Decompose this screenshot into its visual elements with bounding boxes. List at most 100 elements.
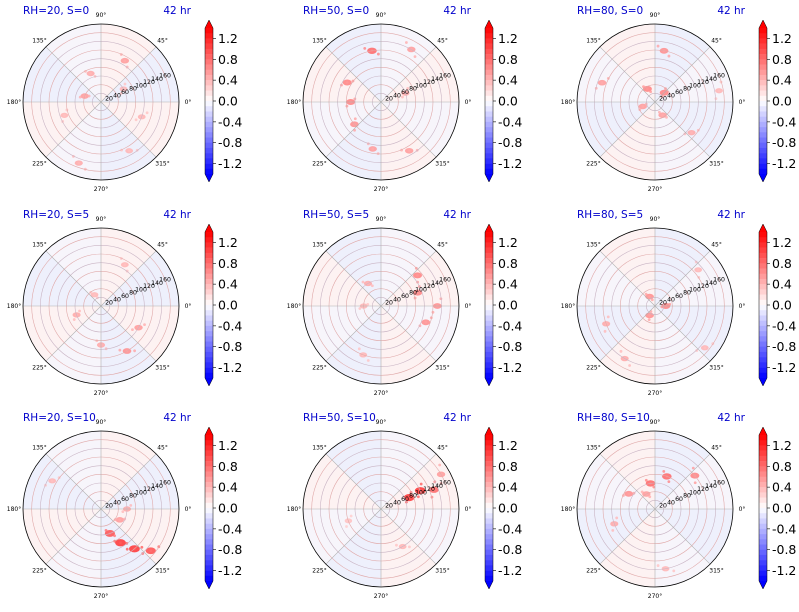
data-speckle xyxy=(649,90,653,94)
colorbar-level xyxy=(759,142,767,149)
colorbar-level xyxy=(485,471,493,478)
colorbar-level xyxy=(205,289,213,295)
data-speckle xyxy=(650,298,654,302)
angle-tick-label: 180° xyxy=(7,506,21,513)
angle-tick-label: 45° xyxy=(711,444,722,451)
colorbar-level xyxy=(205,74,213,81)
colorbar-tick-label: -1.2 xyxy=(218,563,242,578)
colorbar-level xyxy=(485,346,493,353)
field-sector xyxy=(381,24,437,102)
colorbar-level xyxy=(205,325,213,332)
colorbar-level xyxy=(759,305,767,311)
data-speckle xyxy=(656,44,660,48)
colorbar-level xyxy=(759,435,767,441)
colorbar-tick-label: 0.4 xyxy=(772,73,792,88)
data-speckle xyxy=(665,115,668,119)
colorbar-tick-label: -0.8 xyxy=(218,542,242,557)
data-speckle xyxy=(118,518,122,522)
colorbar-level xyxy=(485,284,493,290)
radial-tick-label: 160 xyxy=(159,276,171,283)
angular-gridline xyxy=(380,508,437,565)
colorbar-level xyxy=(485,242,493,248)
angle-tick-label: 135° xyxy=(586,444,600,451)
angle-tick-label: 0° xyxy=(739,506,746,513)
angle-tick-label: 0° xyxy=(465,99,472,106)
colorbar-level xyxy=(485,315,493,321)
colorbar: 1.2 0.8 0.4 0.0 -0.4 -0.8 -1.2 xyxy=(204,19,242,183)
colorbar-level xyxy=(759,101,767,107)
colorbar-level xyxy=(759,310,767,316)
angle-tick-label: 45° xyxy=(711,241,722,248)
colorbar-level xyxy=(759,440,767,446)
field-sector xyxy=(655,431,711,509)
data-speckle xyxy=(694,260,698,264)
colorbar-level xyxy=(485,258,493,264)
angle-tick-label: 0° xyxy=(185,303,192,310)
colorbar-level xyxy=(485,445,493,451)
angular-gridline xyxy=(100,46,157,103)
data-speckle xyxy=(667,54,671,58)
field-sector xyxy=(381,250,459,306)
colorbar-level xyxy=(759,560,767,566)
colorbar-level xyxy=(759,487,767,493)
colorbar-tick-label: 0.4 xyxy=(218,277,238,292)
colorbar-tick-label: 0.4 xyxy=(772,480,792,495)
panel-title-right: 42 hr xyxy=(717,209,745,221)
radial-tick-label: 100 xyxy=(415,286,427,293)
colorbar-level xyxy=(205,351,213,358)
data-speckle xyxy=(119,541,122,545)
colorbar-tick-label: 0.8 xyxy=(772,52,792,67)
colorbar-tick-label: -0.4 xyxy=(772,318,796,333)
colorbar-tick-label: 0.0 xyxy=(772,94,792,109)
colorbar-extend-max xyxy=(759,427,767,435)
colorbar-level xyxy=(205,33,213,39)
colorbar-level xyxy=(205,455,213,462)
colorbar-level xyxy=(205,497,213,504)
data-speckle xyxy=(640,490,644,494)
colorbar-level xyxy=(759,163,767,170)
colorbar-level xyxy=(759,106,767,112)
colorbar-level xyxy=(759,153,767,159)
field-sector xyxy=(381,102,437,180)
radial-tick-label: 120 xyxy=(697,79,709,86)
colorbar-level xyxy=(205,471,213,478)
colorbar-level xyxy=(205,90,213,97)
colorbar-level xyxy=(759,299,767,306)
colorbar: 1.2 0.8 0.4 0.0 -0.4 -0.8 -1.2 xyxy=(204,223,242,387)
radial-tick-label: 140 xyxy=(705,76,717,83)
field-sector xyxy=(45,306,101,384)
field-sector xyxy=(303,306,381,362)
colorbar-level xyxy=(485,320,493,327)
colorbar-level xyxy=(485,539,493,545)
data-speckle xyxy=(628,364,632,367)
colorbar-level xyxy=(485,127,493,133)
field-sector xyxy=(655,509,733,565)
colorbar-extend-max xyxy=(759,20,767,28)
radial-tick-label: 140 xyxy=(151,483,163,490)
data-speckle xyxy=(603,329,607,333)
radial-tick-label: 80 xyxy=(683,86,691,93)
data-speckle xyxy=(668,302,672,306)
radial-tick-label: 20 xyxy=(385,503,393,510)
colorbar-tick-label: 0.0 xyxy=(772,501,792,516)
colorbar-level xyxy=(205,43,213,50)
colorbar-level xyxy=(759,252,767,259)
colorbar-tick-label: 0.0 xyxy=(772,298,792,313)
colorbar-level xyxy=(205,435,213,441)
radial-tick-label: 140 xyxy=(431,76,443,83)
data-speckle xyxy=(644,292,648,296)
field-sector xyxy=(599,306,655,384)
colorbar-level xyxy=(759,111,767,117)
data-speckle xyxy=(646,87,649,91)
data-speckle xyxy=(714,97,718,101)
colorbar: 1.2 0.8 0.4 0.0 -0.4 -0.8 -1.2 xyxy=(204,426,242,590)
colorbar-level xyxy=(759,497,767,504)
colorbar-level xyxy=(205,137,213,144)
colorbar-level xyxy=(205,487,213,493)
data-speckle xyxy=(693,481,697,485)
colorbar-tick-label: 0.4 xyxy=(498,73,518,88)
colorbar-level xyxy=(759,466,767,472)
colorbar-tick-label: 0.0 xyxy=(218,501,238,516)
colorbar-tick-label: -1.2 xyxy=(498,563,522,578)
radial-tick-label: 160 xyxy=(439,276,451,283)
